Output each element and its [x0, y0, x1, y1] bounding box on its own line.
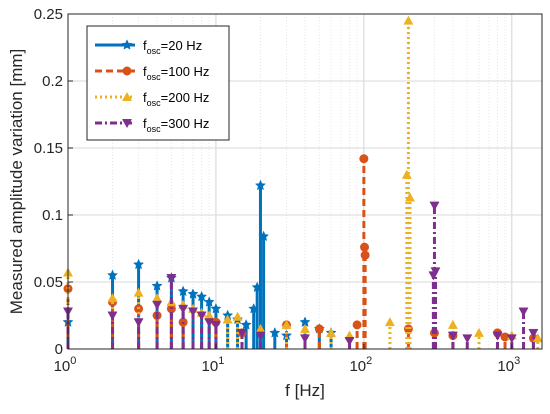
legend-marker	[121, 91, 133, 101]
y-tick-label: 0.05	[34, 274, 63, 291]
data-point	[203, 296, 215, 307]
data-point	[360, 242, 370, 252]
data-point	[403, 15, 414, 25]
data-point	[204, 318, 215, 328]
data-point	[269, 327, 281, 338]
y-axis-label: Measured amplitude variation [mm]	[7, 49, 26, 315]
data-point	[384, 317, 395, 327]
y-tick-label: 0.1	[42, 207, 63, 224]
data-point	[187, 288, 199, 299]
data-point	[299, 334, 311, 344]
data-point	[462, 334, 473, 344]
data-point	[314, 324, 324, 334]
x-tick-label: 103	[497, 355, 520, 375]
data-point	[107, 311, 118, 321]
data-point	[106, 269, 119, 281]
data-point	[404, 192, 416, 202]
data-point	[255, 331, 266, 341]
data-point	[240, 319, 252, 330]
legend-label: fosc=100 Hz	[143, 64, 209, 82]
data-point	[232, 311, 243, 321]
x-tick-label: 101	[202, 355, 225, 375]
data-point	[133, 287, 144, 297]
data-point	[196, 290, 208, 302]
data-point	[532, 333, 543, 343]
data-point	[187, 307, 199, 317]
data-point	[178, 304, 189, 314]
data-point	[133, 318, 144, 328]
data-point	[281, 319, 292, 329]
data-point	[196, 311, 207, 321]
y-tick-label: 0	[55, 341, 63, 358]
x-tick-label: 100	[54, 355, 77, 375]
legend-label: fosc=200 Hz	[143, 90, 209, 108]
y-tick-label: 0.25	[34, 6, 63, 23]
data-point	[210, 320, 221, 331]
data-point	[430, 267, 441, 277]
legend-marker	[121, 39, 133, 50]
data-point	[299, 323, 311, 333]
data-point	[166, 274, 177, 284]
data-point	[325, 327, 337, 337]
data-point	[506, 334, 517, 344]
data-point	[152, 300, 163, 310]
legend-marker	[122, 66, 132, 76]
data-point	[132, 258, 145, 270]
data-point	[528, 328, 539, 339]
data-point	[518, 307, 529, 317]
data-point	[222, 314, 233, 324]
series-layer	[62, 15, 543, 349]
x-axis-label: f [Hz]	[285, 381, 325, 400]
data-point	[177, 285, 189, 297]
data-point	[258, 230, 270, 242]
data-point	[447, 319, 458, 329]
legend-label: fosc=300 Hz	[143, 116, 209, 134]
x-tick-label: 102	[349, 355, 372, 375]
data-point	[360, 250, 370, 260]
legend-marker	[121, 119, 133, 129]
data-point	[352, 320, 362, 330]
data-point	[210, 302, 222, 314]
data-point	[447, 331, 458, 341]
data-point	[401, 169, 412, 179]
data-point	[107, 292, 118, 303]
data-point	[254, 179, 267, 191]
data-point	[500, 332, 510, 342]
data-point	[359, 154, 369, 164]
y-tick-label: 0.15	[34, 140, 63, 157]
legend-label: fosc=20 Hz	[143, 38, 202, 56]
data-point	[429, 201, 440, 211]
data-point	[344, 337, 355, 347]
axis-ticks: 0 0.05 0.1 0.15 0.2 0.25 100 101 102 103	[34, 6, 520, 375]
y-tick-label: 0.2	[42, 73, 63, 90]
data-point	[492, 331, 503, 341]
legend: fosc=20 Hz fosc=100 Hz fosc=200 Hz fosc=300…	[86, 25, 230, 141]
plot-frame	[67, 13, 543, 350]
data-point	[473, 327, 485, 337]
data-point	[151, 280, 163, 291]
data-point	[236, 328, 248, 339]
